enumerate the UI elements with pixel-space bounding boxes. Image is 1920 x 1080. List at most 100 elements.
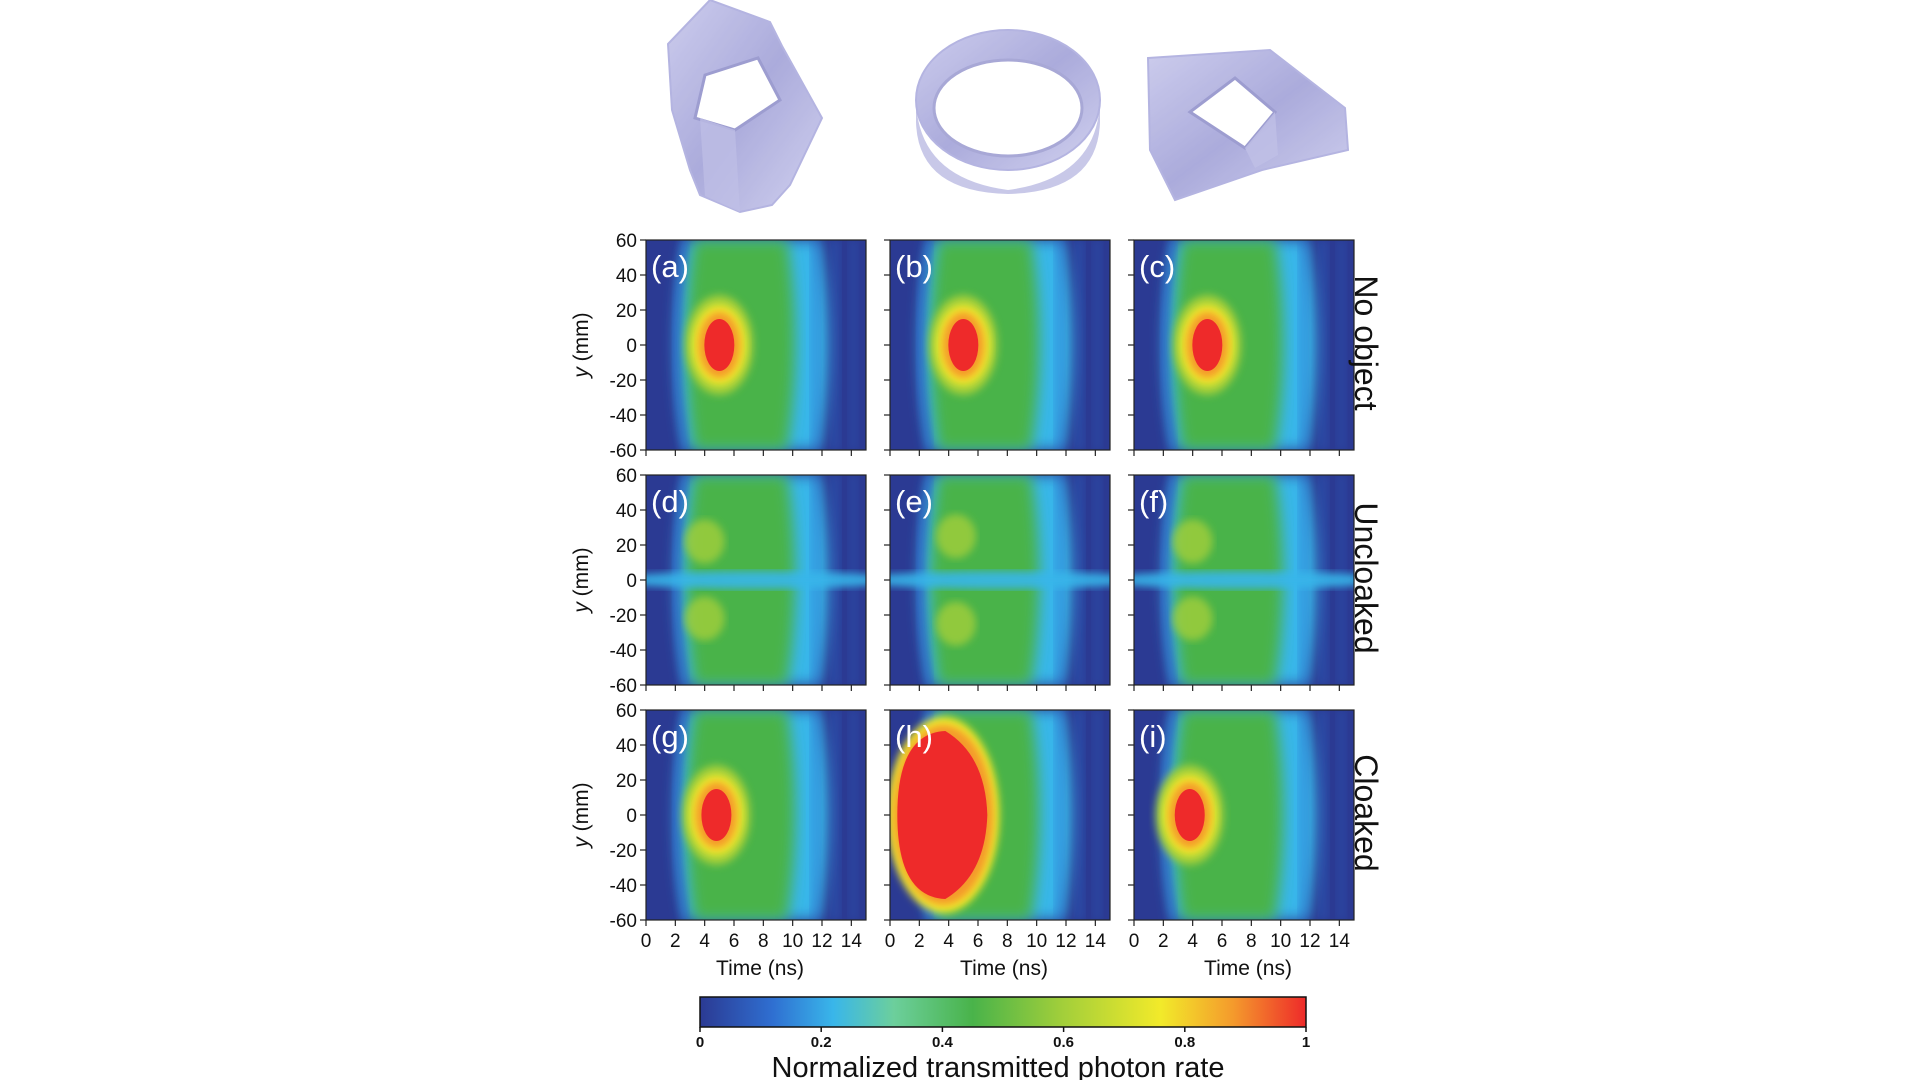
shadow-notch [890, 571, 1110, 589]
y-tick-label: -40 [610, 406, 637, 427]
colorbar-tick-label: 0.8 [1174, 1034, 1195, 1051]
square-cylinder-object [666, 0, 824, 214]
panel-label-g: (g) [651, 719, 689, 754]
x-tick-label: 4 [699, 931, 710, 952]
y-axis-title: y (mm) [570, 782, 593, 849]
y-axis-variable: y [570, 366, 593, 380]
y-axis-variable: y [570, 601, 593, 615]
x-tick-label: 2 [914, 931, 925, 952]
y-tick-label: 20 [616, 771, 637, 792]
y-tick-label: -60 [610, 676, 637, 697]
field-front [917, 240, 933, 450]
row-label-uncloaked: Uncloaked [1348, 502, 1384, 653]
y-tick-label: 60 [616, 466, 637, 487]
panel-label-d: (d) [651, 484, 689, 519]
x-tick-label: 8 [1002, 931, 1013, 952]
field-tail-stripe [810, 240, 821, 450]
field-tail-stripe [1054, 240, 1065, 450]
field-tail-stripe [1318, 710, 1329, 920]
split-peak [1172, 596, 1213, 641]
colorbar-tick-label: 0.4 [932, 1034, 954, 1051]
x-tick-label: 4 [943, 931, 954, 952]
field-front [917, 475, 933, 685]
row-label-no-object: No object [1348, 275, 1384, 410]
rotated-square-object [1146, 48, 1350, 202]
shadow-notch [646, 571, 866, 589]
panel-label-e: (e) [895, 484, 933, 519]
field-front [673, 240, 689, 450]
heatmap-field-e [890, 475, 1110, 685]
y-axis-title: y (mm) [570, 312, 593, 379]
row-label-cloaked: Cloaked [1348, 754, 1384, 871]
colorbar-ticks: 0 0.2 0.4 0.6 0.8 1 [696, 1027, 1310, 1051]
heatmap-panel-f: (f) [1133, 474, 1355, 686]
x-tick-label: 12 [1299, 931, 1320, 952]
x-tick-label: 0 [885, 931, 896, 952]
field-tail-stripe [1318, 240, 1329, 450]
field-tail-stripe [848, 240, 859, 450]
panel-label-h: (h) [895, 719, 933, 754]
x-tick-label: 6 [1217, 931, 1228, 952]
y-tick-label: 60 [616, 701, 637, 722]
x-tick-label: 4 [1187, 931, 1198, 952]
y-tick-label: -40 [610, 641, 637, 662]
x-tick-label: 2 [670, 931, 681, 952]
field-tail-stripe [1074, 240, 1085, 450]
x-tick-label: 14 [1085, 931, 1107, 952]
ring-cylinder-object [915, 29, 1101, 194]
heatmap-field-b [890, 240, 1110, 450]
field-tail-stripe [830, 710, 841, 920]
y-axis-title: y (mm) [570, 547, 593, 614]
y-axis-unit: (mm) [570, 782, 593, 837]
field-tail-stripe [1336, 240, 1347, 450]
heatmap-panel-h: (h) [889, 709, 1111, 921]
y-tick-label: -60 [610, 911, 637, 932]
heatmap-field-d [646, 475, 866, 685]
heatmap-grid: (a) (b) (c) (d) (e) (f) (g) (h) (i) [645, 239, 1355, 921]
heatmap-field-i [1134, 710, 1354, 920]
x-tick-label: 6 [729, 931, 740, 952]
field-tail-stripe [1092, 710, 1103, 920]
panel-label-a: (a) [651, 249, 689, 284]
split-peak [1172, 519, 1213, 564]
heatmap-panel-e: (e) [889, 474, 1111, 686]
x-axis-title: Time (ns) [1204, 957, 1292, 980]
heatmap-field-f [1134, 475, 1354, 685]
x-tick-label: 8 [758, 931, 769, 952]
heatmap-field-g [646, 710, 866, 920]
split-peak [936, 514, 976, 559]
field-tail-stripe [1092, 240, 1103, 450]
panel-label-c: (c) [1139, 249, 1175, 284]
field-tail-stripe [810, 710, 821, 920]
field-front [673, 475, 689, 685]
x-tick-label: 2 [1158, 931, 1169, 952]
peak-core [701, 789, 732, 841]
x-tick-label: 14 [1329, 931, 1351, 952]
heatmap-field-c [1134, 240, 1354, 450]
field-tail-stripe [830, 240, 841, 450]
peak-core [948, 319, 979, 371]
colorbar-tick-label: 1 [1302, 1034, 1310, 1051]
field-green [1174, 710, 1284, 920]
x-tick-label: 12 [1055, 931, 1076, 952]
y-tick-label: 40 [616, 501, 637, 522]
heatmap-field-a [646, 240, 866, 450]
y-tick-label: 0 [626, 336, 637, 357]
y-axis-unit: (mm) [570, 312, 593, 367]
x-axis-title: Time (ns) [716, 957, 804, 980]
x-tick-label: 14 [841, 931, 863, 952]
field-tail-stripe [1054, 710, 1065, 920]
heatmap-panel-g: (g) [645, 709, 867, 921]
field-front [1161, 475, 1177, 685]
heatmap-panel-c: (c) [1133, 239, 1355, 451]
field-tail-stripe [848, 710, 859, 920]
field-tail-stripe [1298, 240, 1309, 450]
y-axis-variable: y [570, 836, 593, 850]
y-tick-label: -20 [610, 841, 637, 862]
x-axis-title: Time (ns) [960, 957, 1048, 980]
y-tick-label: 40 [616, 736, 637, 757]
x-tick-label: 0 [1129, 931, 1140, 952]
x-tick-label: 10 [782, 931, 803, 952]
x-tick-label: 6 [973, 931, 984, 952]
